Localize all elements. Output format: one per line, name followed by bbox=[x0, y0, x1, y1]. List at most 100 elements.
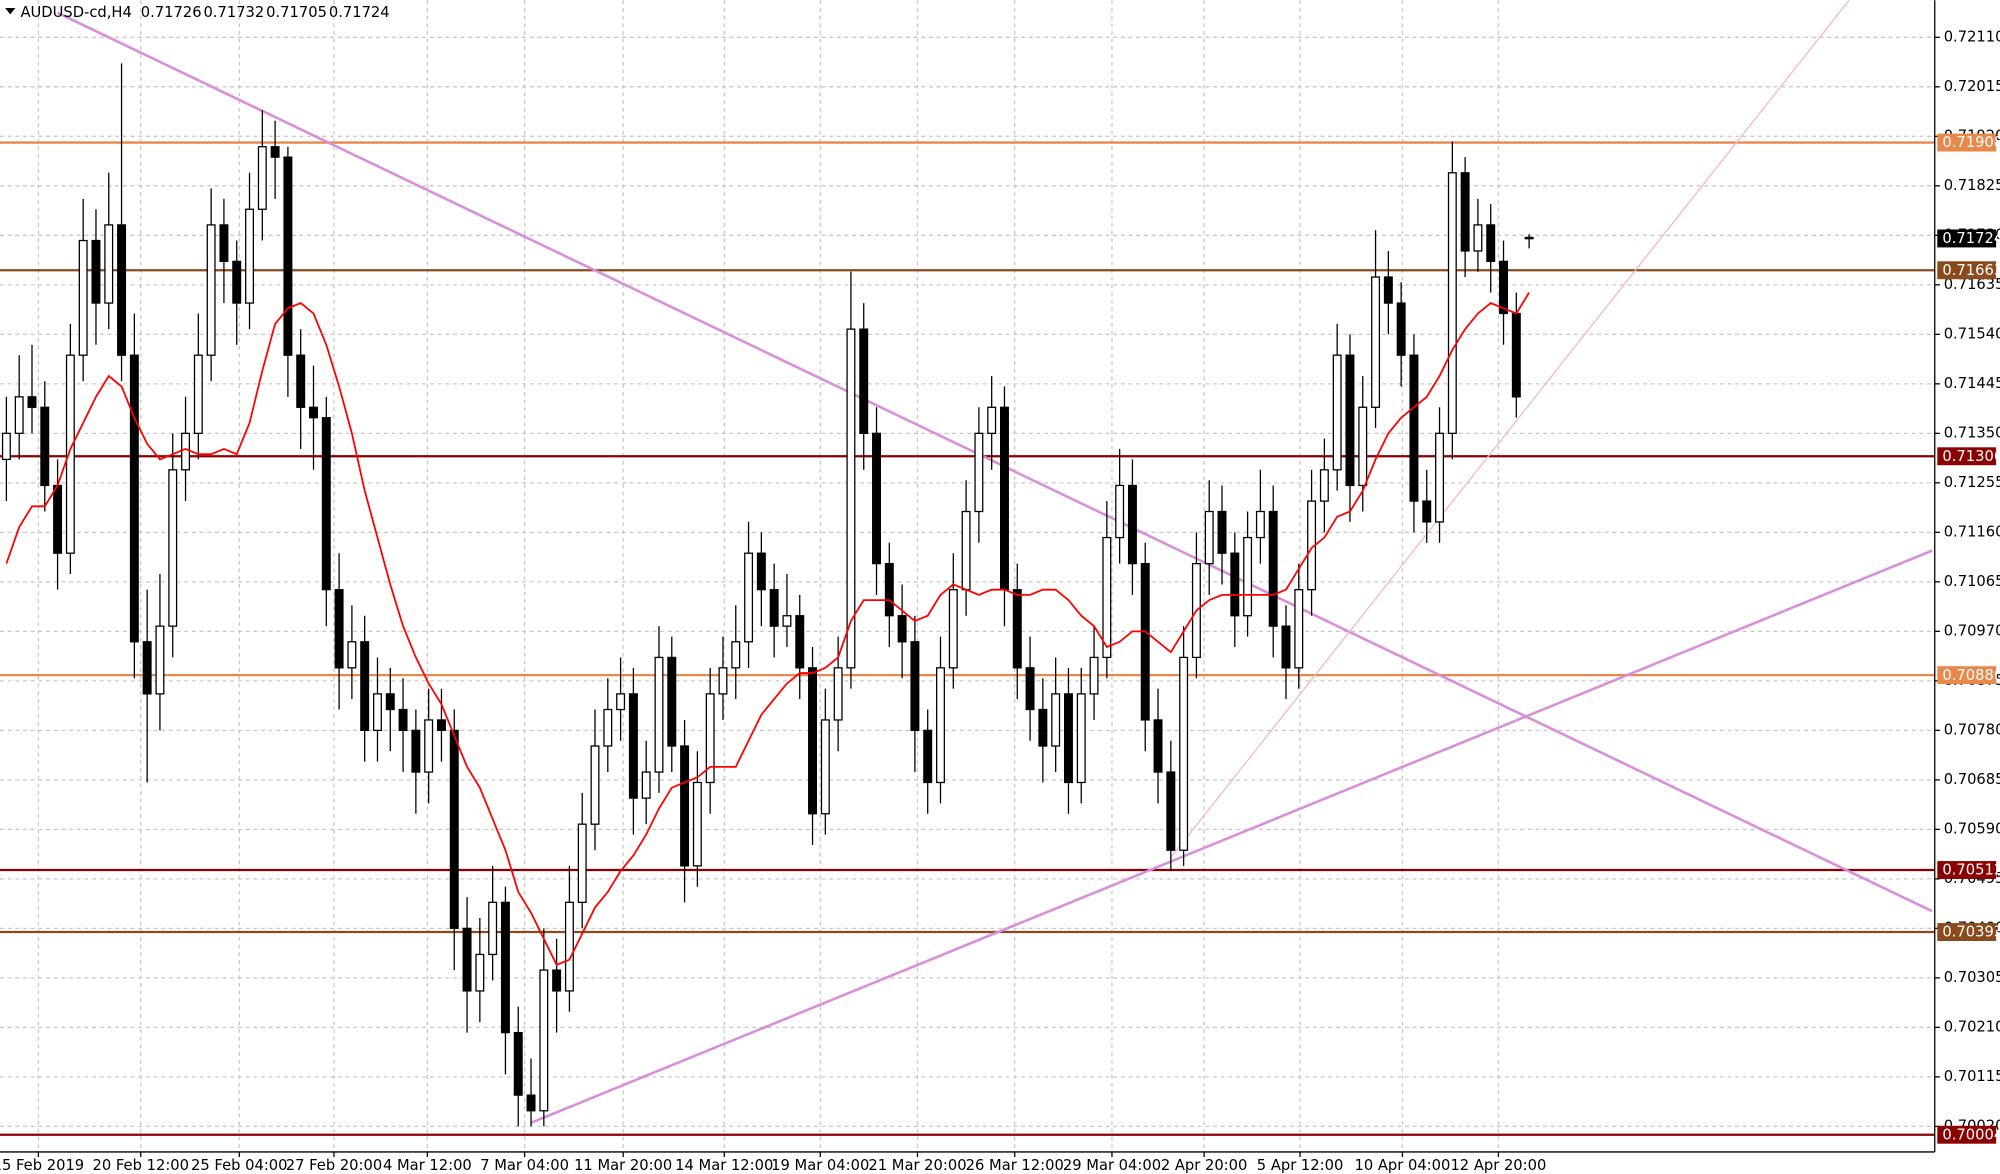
candle-body bbox=[1076, 693, 1086, 784]
candle-body bbox=[1255, 510, 1265, 539]
x-tick-label: 26 Mar 12:00 bbox=[966, 1157, 1064, 1174]
candle-body bbox=[129, 354, 139, 643]
candle-body bbox=[910, 641, 920, 732]
candle-body bbox=[1524, 236, 1534, 240]
candle-body bbox=[654, 656, 664, 773]
candle-body bbox=[1358, 406, 1368, 487]
candle-body bbox=[104, 224, 114, 304]
candle-body bbox=[181, 432, 191, 471]
candle-body bbox=[756, 552, 766, 591]
candle-body bbox=[872, 432, 881, 565]
menu-triangle[interactable] bbox=[5, 7, 16, 15]
x-tick-label: 12 Apr 20:00 bbox=[1450, 1157, 1546, 1174]
candle-body bbox=[1409, 354, 1419, 502]
header-value: 0.71732 bbox=[203, 4, 264, 21]
chart-title: AUDUSD-cd,H4 bbox=[20, 4, 131, 21]
candle-body bbox=[961, 510, 971, 591]
candle-body bbox=[1025, 667, 1035, 711]
y-tick-label: 0.71065 bbox=[1944, 573, 2000, 590]
candle-body bbox=[897, 615, 907, 643]
candle-body bbox=[884, 562, 894, 617]
candle-body bbox=[718, 667, 728, 695]
candle-body bbox=[1140, 562, 1150, 721]
x-tick-label: 10 Apr 04:00 bbox=[1354, 1157, 1450, 1174]
candle-body bbox=[820, 719, 830, 815]
y-tick-label: 0.71825 bbox=[1944, 177, 2000, 194]
candle-body bbox=[1281, 625, 1291, 669]
level-label: 0.71306 bbox=[1942, 448, 2000, 465]
candle-body bbox=[974, 432, 984, 513]
candle-body bbox=[1473, 224, 1483, 252]
candle-body bbox=[1, 432, 11, 461]
candle-body bbox=[616, 693, 626, 711]
candle-body bbox=[628, 693, 638, 799]
ohlc-header: 0.71726 0.71732 0.71705 0.71724 bbox=[141, 4, 390, 21]
candle-body bbox=[347, 641, 357, 669]
candle-body bbox=[948, 589, 958, 669]
candle-body bbox=[1460, 172, 1470, 252]
candle-body bbox=[1115, 484, 1125, 539]
current-price-box bbox=[1937, 229, 1997, 248]
candle-body bbox=[808, 667, 818, 815]
header-value: 0.71726 bbox=[141, 4, 202, 21]
candle-body bbox=[1012, 589, 1022, 669]
candle-body bbox=[744, 552, 754, 643]
plot bbox=[0, 0, 1935, 1136]
x-tick-label: 27 Feb 20:00 bbox=[286, 1157, 382, 1174]
candle-body bbox=[1511, 312, 1521, 398]
x-tick-label: 11 Mar 20:00 bbox=[574, 1157, 672, 1174]
candle-body bbox=[27, 396, 37, 408]
candle-body bbox=[590, 745, 600, 825]
candle-body bbox=[1243, 536, 1253, 617]
candle-body bbox=[1294, 589, 1304, 669]
candle-body bbox=[257, 146, 267, 210]
candle-body bbox=[923, 729, 933, 784]
candle-body bbox=[53, 484, 63, 554]
y-tick-label: 0.71255 bbox=[1944, 474, 2000, 491]
candle-body bbox=[40, 406, 50, 487]
candle-body bbox=[987, 406, 997, 434]
level-box bbox=[1937, 861, 1997, 879]
candle-body bbox=[846, 328, 856, 669]
x-tick-label: 21 Mar 20:00 bbox=[868, 1157, 966, 1174]
header-value: 0.71724 bbox=[329, 4, 390, 21]
candle-body bbox=[1383, 276, 1393, 304]
candle-body bbox=[1499, 260, 1508, 315]
candle-body bbox=[1204, 510, 1214, 565]
level-label: 0.70886 bbox=[1942, 667, 2000, 684]
candle-body bbox=[193, 354, 203, 434]
candle-body bbox=[398, 708, 408, 732]
x-tick-label: 2 Apr 20:00 bbox=[1161, 1157, 1248, 1174]
candle-body bbox=[206, 224, 216, 356]
x-tick-label: 7 Mar 04:00 bbox=[480, 1157, 569, 1174]
candle-body bbox=[1153, 719, 1163, 773]
candle-body bbox=[462, 927, 472, 992]
candle-body bbox=[309, 406, 318, 419]
level-label: 0.70004 bbox=[1942, 1126, 2000, 1143]
candle-body bbox=[1217, 510, 1227, 554]
candle-body bbox=[1179, 656, 1189, 851]
level-label: 0.70512 bbox=[1942, 862, 2000, 879]
candle-body bbox=[577, 823, 587, 903]
x-tick-label: 20 Feb 12:00 bbox=[93, 1157, 189, 1174]
y-tick-label: 0.70210 bbox=[1944, 1018, 2000, 1035]
candle-body bbox=[488, 901, 498, 956]
candle-body bbox=[936, 667, 945, 784]
candle-body bbox=[539, 969, 549, 1112]
candle-body bbox=[1371, 276, 1381, 408]
candle-body bbox=[142, 641, 152, 695]
level-label: 0.70393 bbox=[1942, 924, 2000, 941]
candle-body bbox=[782, 615, 792, 627]
candle-body bbox=[1435, 432, 1445, 523]
candle-body bbox=[1063, 693, 1073, 784]
candle-body bbox=[283, 156, 293, 356]
y-tick-label: 0.72110 bbox=[1944, 28, 2000, 45]
candle-body bbox=[667, 656, 677, 747]
y-tick-label: 0.71160 bbox=[1944, 523, 2000, 540]
candle-body bbox=[232, 260, 242, 304]
y-tick-label: 0.71350 bbox=[1944, 424, 2000, 441]
candle-body bbox=[360, 641, 370, 732]
moving-average bbox=[5, 292, 1530, 967]
candle-body bbox=[1447, 172, 1457, 434]
